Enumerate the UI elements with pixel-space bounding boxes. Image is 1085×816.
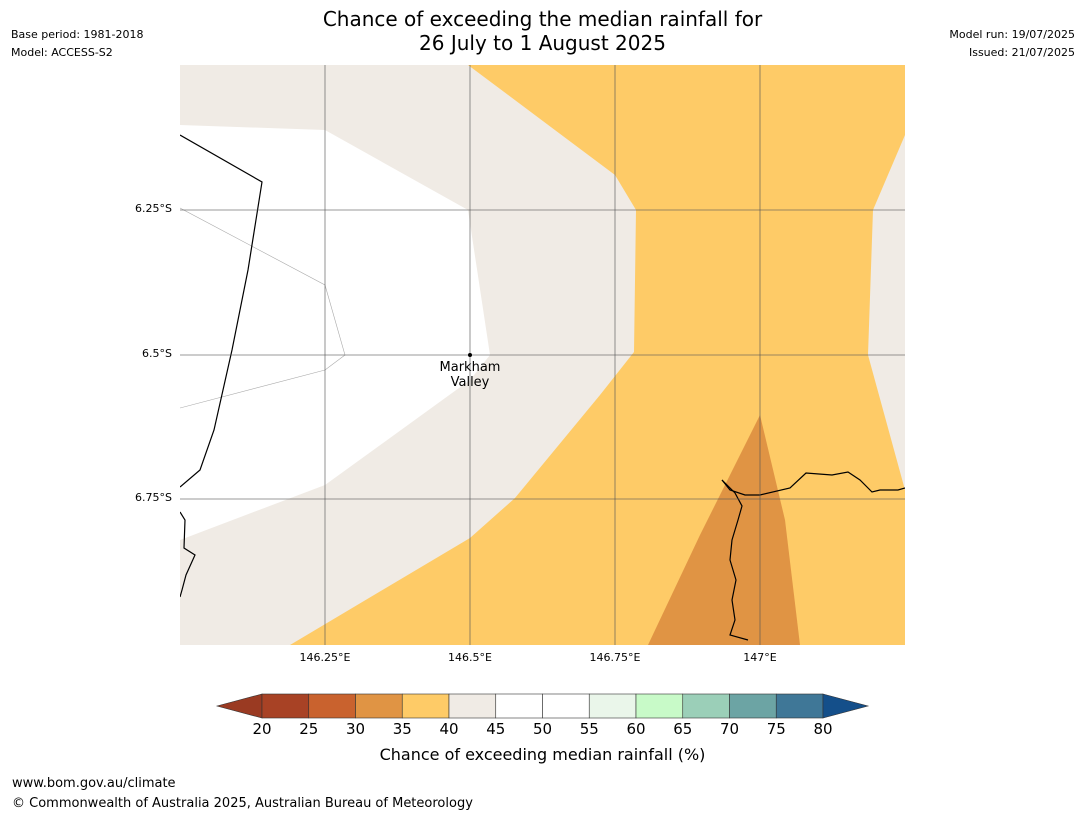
title-line-2: 26 July to 1 August 2025 xyxy=(419,31,666,55)
river-south xyxy=(721,479,749,641)
map-plot-area xyxy=(180,65,905,645)
colorbar-segment-55-60 xyxy=(588,693,637,719)
colorbar-tick-70: 70 xyxy=(719,720,740,738)
colorbar-label: Chance of exceeding median rainfall (%) xyxy=(379,745,706,764)
lat-label-6-75: 6.75°S xyxy=(135,491,172,504)
colorbar-segments xyxy=(261,693,824,719)
colorbar-tick-80: 80 xyxy=(813,720,833,738)
graticule xyxy=(180,65,905,645)
lon-label-146-5: 146.5°E xyxy=(448,651,492,664)
colorbar-tick-35: 35 xyxy=(392,720,412,738)
colorbar-segment-70-75 xyxy=(729,693,777,719)
colorbar-tick-75: 75 xyxy=(766,720,786,738)
region-30-35-southeast xyxy=(648,415,800,645)
footer-copyright: © Commonwealth of Australia 2025, Austra… xyxy=(12,796,473,811)
lon-label-147: 147°E xyxy=(743,651,777,664)
river-east xyxy=(721,471,905,496)
colorbar-segment-65-70 xyxy=(682,693,730,719)
colorbar-segment-40-45 xyxy=(448,693,497,719)
colorbar-segment-50-55 xyxy=(542,693,590,719)
base-period: Base period: 1981-2018 xyxy=(11,28,144,41)
colorbar-tick-60: 60 xyxy=(626,720,646,738)
issued-date: Issued: 21/07/2025 xyxy=(968,46,1075,59)
place-name-line-1: Markham xyxy=(439,360,501,375)
lon-label-146-25: 146.25°E xyxy=(299,651,351,664)
region-45-55-west xyxy=(180,125,490,540)
place-label-markham-valley: Markham Valley xyxy=(420,360,520,390)
lat-label-6-25: 6.25°S xyxy=(135,202,172,215)
lon-label-146-75: 146.75°E xyxy=(589,651,641,664)
colorbar xyxy=(215,693,870,719)
colorbar-tick-45: 45 xyxy=(486,720,506,738)
colorbar-segment-35-40 xyxy=(401,693,450,719)
colorbar-segment-45-50 xyxy=(495,693,543,719)
colorbar-segment-30-35 xyxy=(355,693,403,719)
colorbar-over-arrow xyxy=(822,693,870,719)
colorbar-segment-75-80 xyxy=(775,693,824,719)
place-marker xyxy=(468,353,472,357)
colorbar-segment-20-25 xyxy=(261,693,310,719)
meta-right: Model run: 19/07/2025 Issued: 21/07/2025 xyxy=(949,26,1075,62)
title-line-1: Chance of exceeding the median rainfall … xyxy=(322,7,763,31)
map-title: Chance of exceeding the median rainfall … xyxy=(0,7,1085,55)
place-name-line-2: Valley xyxy=(450,375,490,390)
colorbar-under-arrow xyxy=(215,693,263,719)
footer-url: www.bom.gov.au/climate xyxy=(12,776,176,791)
colorbar-segment-25-30 xyxy=(308,693,356,719)
coastline-southwest xyxy=(180,511,196,598)
lat-label-6-5: 6.5°S xyxy=(142,347,172,360)
colorbar-tick-55: 55 xyxy=(579,720,599,738)
coastline-west xyxy=(180,134,263,488)
model-run: Model run: 19/07/2025 xyxy=(949,28,1075,41)
meta-left: Base period: 1981-2018 Model: ACCESS-S2 xyxy=(11,26,143,62)
colorbar-tick-30: 30 xyxy=(345,720,366,738)
colorbar-tick-20: 20 xyxy=(252,720,272,738)
colorbar-tick-25: 25 xyxy=(299,720,319,738)
colorbar-tick-65: 65 xyxy=(673,720,693,738)
colorbar-tick-50: 50 xyxy=(532,720,553,738)
colorbar-tick-40: 40 xyxy=(439,720,459,738)
model-name: Model: ACCESS-S2 xyxy=(11,46,113,59)
colorbar-segment-60-65 xyxy=(635,693,684,719)
